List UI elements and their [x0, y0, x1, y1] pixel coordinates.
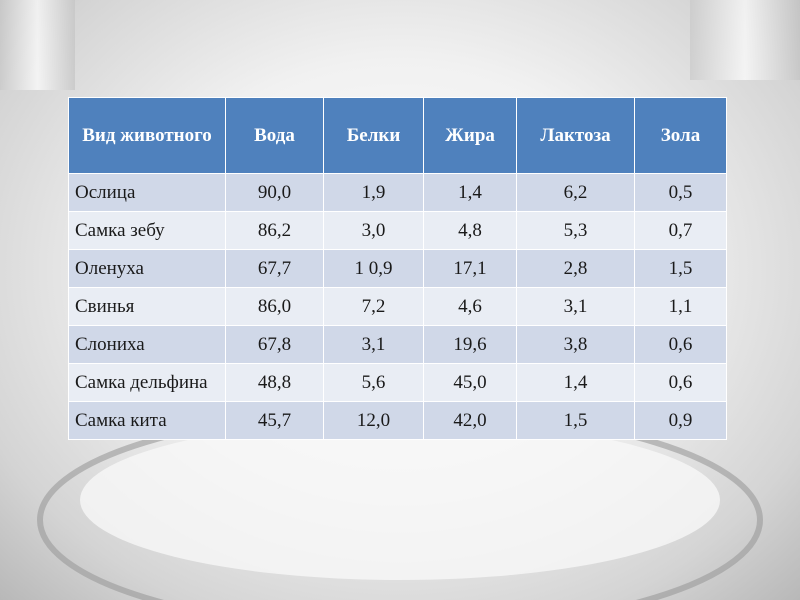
- bottle: [0, 0, 75, 90]
- value-cell: 3,1: [516, 287, 635, 326]
- value-cell: 1,5: [516, 401, 635, 440]
- value-cell: 3,1: [323, 325, 424, 364]
- header-cell: Белки: [323, 97, 424, 174]
- header-cell: Вид животного: [68, 97, 226, 174]
- value-cell: 86,0: [225, 287, 324, 326]
- table-row: Самка кита 45,7 12,0 42,0 1,5 0,9: [68, 401, 727, 440]
- table-row: Ослица 90,0 1,9 1,4 6,2 0,5: [68, 173, 727, 212]
- animal-cell: Самка кита: [68, 401, 226, 440]
- animal-cell: Самка зебу: [68, 211, 226, 250]
- header-cell: Вода: [225, 97, 324, 174]
- value-cell: 1,5: [634, 249, 727, 288]
- value-cell: 1 0,9: [323, 249, 424, 288]
- bottle: [690, 0, 800, 80]
- table-row: Оленуха 67,7 1 0,9 17,1 2,8 1,5: [68, 249, 727, 288]
- value-cell: 45,7: [225, 401, 324, 440]
- value-cell: 12,0: [323, 401, 424, 440]
- value-cell: 67,7: [225, 249, 324, 288]
- value-cell: 48,8: [225, 363, 324, 402]
- value-cell: 5,3: [516, 211, 635, 250]
- value-cell: 1,4: [516, 363, 635, 402]
- header-cell: Зола: [634, 97, 727, 174]
- header-row: Вид животного Вода Белки Жира Лактоза Зола: [68, 97, 727, 174]
- value-cell: 17,1: [423, 249, 517, 288]
- value-cell: 19,6: [423, 325, 517, 364]
- table-row: Самка дельфина 48,8 5,6 45,0 1,4 0,6: [68, 363, 727, 402]
- header-cell: Лактоза: [516, 97, 635, 174]
- value-cell: 42,0: [423, 401, 517, 440]
- value-cell: 5,6: [323, 363, 424, 402]
- value-cell: 0,9: [634, 401, 727, 440]
- milk-table: Вид животного Вода Белки Жира Лактоза Зола Ос…: [68, 97, 727, 440]
- value-cell: 3,8: [516, 325, 635, 364]
- value-cell: 0,6: [634, 325, 727, 364]
- value-cell: 6,2: [516, 173, 635, 212]
- value-cell: 4,6: [423, 287, 517, 326]
- animal-cell: Самка дельфина: [68, 363, 226, 402]
- value-cell: 67,8: [225, 325, 324, 364]
- value-cell: 0,7: [634, 211, 727, 250]
- animal-cell: Ослица: [68, 173, 226, 212]
- animal-cell: Оленуха: [68, 249, 226, 288]
- table-row: Самка зебу 86,2 3,0 4,8 5,3 0,7: [68, 211, 727, 250]
- animal-cell: Свинья: [68, 287, 226, 326]
- table-row: Слониха 67,8 3,1 19,6 3,8 0,6: [68, 325, 727, 364]
- value-cell: 86,2: [225, 211, 324, 250]
- header-cell: Жира: [423, 97, 517, 174]
- value-cell: 1,1: [634, 287, 727, 326]
- animal-cell: Слониха: [68, 325, 226, 364]
- value-cell: 2,8: [516, 249, 635, 288]
- value-cell: 0,5: [634, 173, 727, 212]
- value-cell: 90,0: [225, 173, 324, 212]
- value-cell: 7,2: [323, 287, 424, 326]
- value-cell: 45,0: [423, 363, 517, 402]
- table-row: Свинья 86,0 7,2 4,6 3,1 1,1: [68, 287, 727, 326]
- value-cell: 0,6: [634, 363, 727, 402]
- value-cell: 4,8: [423, 211, 517, 250]
- value-cell: 3,0: [323, 211, 424, 250]
- value-cell: 1,9: [323, 173, 424, 212]
- value-cell: 1,4: [423, 173, 517, 212]
- milk-surface: [80, 420, 720, 580]
